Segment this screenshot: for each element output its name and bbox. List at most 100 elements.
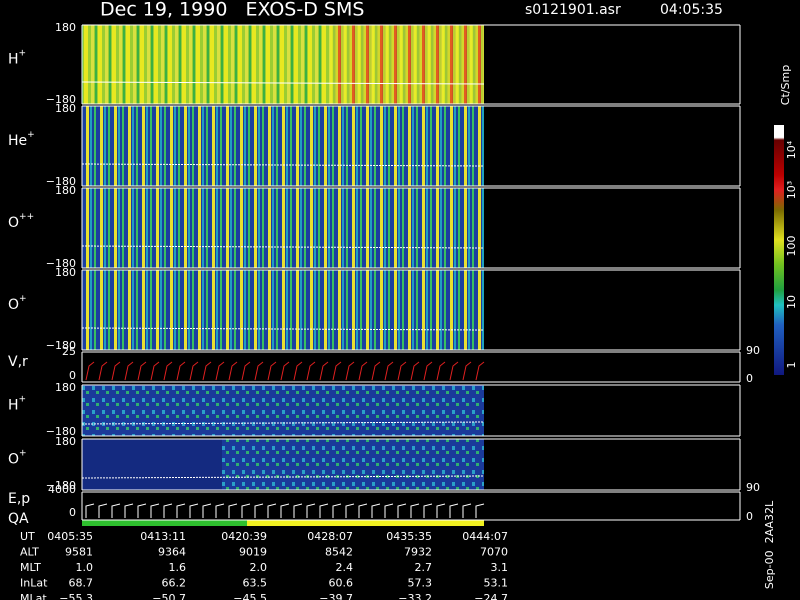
vr-trace [319,361,329,381]
table-value: −45.5 [233,592,267,600]
table-label: MLT [20,561,41,574]
vr-trace [241,361,251,381]
ep-trace [85,503,95,518]
label-text: O [8,297,19,313]
y-min: −180 [46,425,76,438]
label-sup: + [27,130,35,140]
ep-trace [358,503,368,518]
vr-trace [332,361,342,381]
y2-min: 0 [746,372,753,385]
colorbar-unit: Ct/Smp [779,65,792,105]
table-value: −55.3 [59,592,93,600]
panel-label: E,p [8,491,30,507]
spectrogram-low [82,439,222,490]
spectrogram [82,188,484,268]
y-max: 180 [55,266,76,279]
vr-trace [150,361,160,381]
y-min: 0 [69,506,76,519]
table-value: 2.0 [250,561,268,574]
ep-trace [254,503,264,518]
table-value: 9581 [65,546,93,559]
table-value: −39.7 [319,592,353,600]
ep-trace [267,503,277,518]
vr-trace [358,361,368,381]
vr-trace [462,361,472,381]
vr-trace [410,361,420,381]
label-sup: + [19,48,27,58]
vr-trace [176,361,186,381]
table-value: 53.1 [484,577,509,590]
table-value: −33.2 [398,592,432,600]
colorbar-label: 10³ [785,181,798,199]
ep-trace [475,503,485,518]
ep-trace [189,503,199,518]
table-value: 2.7 [415,561,433,574]
ep-trace [124,503,134,518]
ep-trace [163,503,173,518]
label-sup: + [19,394,27,404]
panel-label: H+ [8,394,26,414]
ep-trace [306,503,316,518]
y-max: 180 [55,435,76,448]
vr-trace [371,361,381,381]
vr-trace [397,361,407,381]
vr-trace [85,361,95,381]
ep-trace [384,503,394,518]
y-max: 180 [55,381,76,394]
y2-max: 90 [746,481,760,494]
label-text: O [8,215,19,231]
ep-trace [202,503,212,518]
label-sup: + [19,448,27,458]
vr-trace [436,361,446,381]
table-value: 7932 [404,546,432,559]
y-max: 180 [55,102,76,115]
vr-trace [423,361,433,381]
y-min: −180 [46,479,76,492]
ep-trace [332,503,342,518]
qa-bar [247,520,484,526]
vr-trace [98,361,108,381]
table-value: 2.4 [336,561,354,574]
table-value: 9364 [158,546,186,559]
file: s0121901.asr [525,2,621,18]
ep-trace [449,503,459,518]
ep-trace [111,503,121,518]
y-max: 180 [55,184,76,197]
vr-trace [124,361,134,381]
spectrogram [82,106,484,186]
ep-trace [176,503,186,518]
y-max: 25 [62,345,76,358]
footer: Sep-00 2AA32L [763,500,776,589]
trace [81,81,485,85]
vr-trace [449,361,459,381]
y-min: −180 [46,175,76,188]
label-text: H [8,398,19,414]
trace [81,163,485,167]
label-sup: ++ [19,212,34,222]
y-min: −180 [46,93,76,106]
time: 04:05:35 [660,2,723,18]
ep-trace [436,503,446,518]
spectrogram [82,270,484,350]
ep-trace [228,503,238,518]
ep-trace [98,503,108,518]
table-value: 0444:07 [462,530,508,543]
table-value: 66.2 [162,577,187,590]
vr-trace [111,361,121,381]
vr-trace [163,361,173,381]
vr-trace [306,361,316,381]
y2-min: 0 [746,510,753,523]
table-value: 1.0 [76,561,94,574]
vr-trace [280,361,290,381]
label-sup: + [19,294,27,304]
vr-trace [202,361,212,381]
table-value: 68.7 [69,577,94,590]
table-value: 57.3 [408,577,433,590]
panel-label: H+ [8,48,26,68]
ep-trace [410,503,420,518]
table-value: 0428:07 [307,530,353,543]
colorbar-label: 10⁴ [785,140,798,159]
panel-label: V,r [8,354,28,370]
ep-trace [371,503,381,518]
